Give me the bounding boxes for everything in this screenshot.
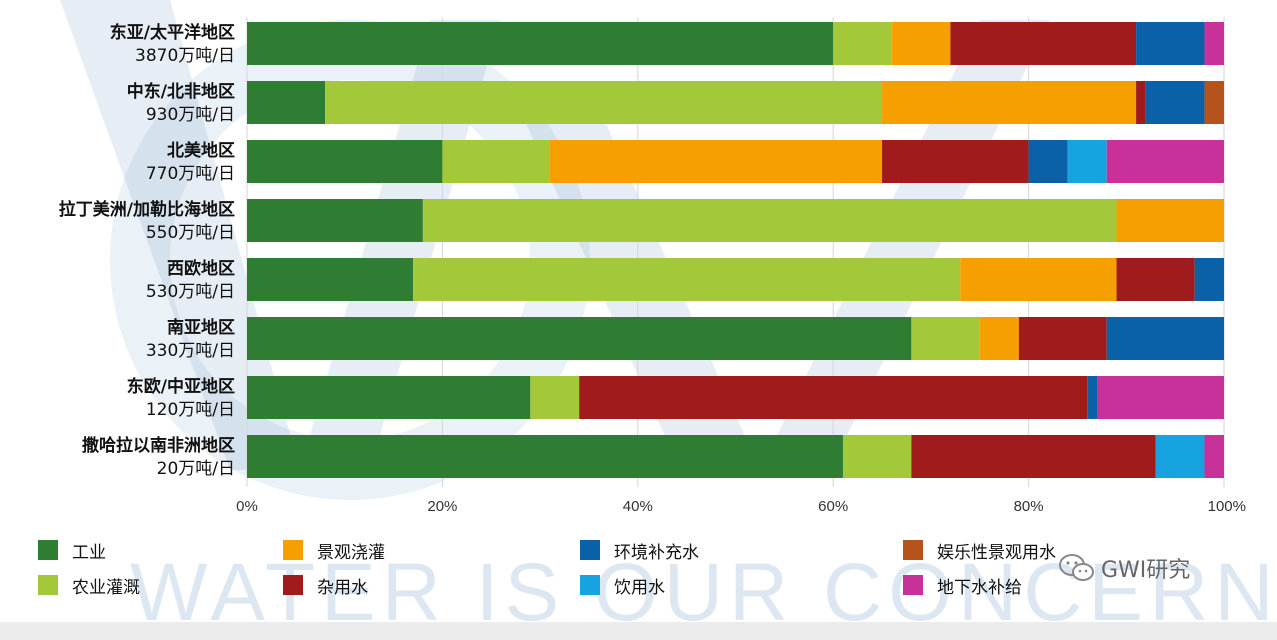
bar-segment-3-1 xyxy=(422,199,1117,242)
bar-segment-4-2 xyxy=(960,258,1117,301)
legend-item-4: 农业灌溉 xyxy=(38,572,140,598)
category-volume-1: 930万吨/日 xyxy=(146,105,235,125)
bar-segment-1-2 xyxy=(882,81,1137,124)
bar-segment-0-3 xyxy=(950,22,1137,65)
x-tick-label-1: 20% xyxy=(427,498,457,515)
legend-swatch xyxy=(580,540,600,560)
category-volume-3: 550万吨/日 xyxy=(146,223,235,243)
bar-segment-2-1 xyxy=(442,140,550,183)
bar-segment-7-7 xyxy=(1204,435,1224,478)
bar-segment-4-3 xyxy=(1116,258,1195,301)
x-axis-ticks: 0% 20% 40% 60% 80% 100% xyxy=(236,498,1246,515)
bar-segment-4-0 xyxy=(247,258,414,301)
legend-item-3: 娱乐性景观用水 xyxy=(903,537,1056,563)
category-name-3: 拉丁美洲/加勒比海地区 xyxy=(59,199,235,220)
bar-segment-1-6 xyxy=(1204,81,1224,124)
watermark-stroke-0 xyxy=(60,0,300,470)
x-tick-label-0: 0% xyxy=(236,498,258,515)
legend-label: 景观浇灌 xyxy=(317,542,385,563)
legend-swatch xyxy=(903,540,923,560)
bar-segment-0-7 xyxy=(1204,22,1224,65)
bars xyxy=(247,22,1224,478)
category-name-4: 西欧地区 xyxy=(167,258,235,279)
legend-swatch xyxy=(283,540,303,560)
legend-swatch xyxy=(283,575,303,595)
footer-strip xyxy=(0,622,1277,640)
bar-segment-5-3 xyxy=(1018,317,1107,360)
bar-segment-4-1 xyxy=(413,258,961,301)
x-tick-label-5: 100% xyxy=(1208,498,1246,515)
bar-segment-5-2 xyxy=(979,317,1019,360)
legend-label: 工业 xyxy=(72,542,106,563)
bar-segment-5-0 xyxy=(247,317,912,360)
category-name-2: 北美地区 xyxy=(167,140,235,161)
brand-name: GWI研究 xyxy=(1101,558,1191,583)
legend-item-0: 工业 xyxy=(38,537,106,563)
bar-segment-6-7 xyxy=(1096,376,1224,419)
brand-badge: GWI研究 xyxy=(1057,552,1190,584)
legend-item-5: 杂用水 xyxy=(283,572,368,598)
x-tick-label-4: 80% xyxy=(1014,498,1044,515)
bar-segment-2-2 xyxy=(549,140,883,183)
bar-segment-1-0 xyxy=(247,81,326,124)
bar-segment-2-0 xyxy=(247,140,443,183)
category-volume-6: 120万吨/日 xyxy=(146,400,235,420)
bar-segment-0-4 xyxy=(1136,22,1205,65)
legend-item-6: 饮用水 xyxy=(580,572,665,598)
wechat-icon xyxy=(1059,554,1094,581)
bar-segment-2-5 xyxy=(1067,140,1107,183)
bar-segment-3-0 xyxy=(247,199,423,242)
category-name-7: 撒哈拉以南非洲地区 xyxy=(82,435,235,456)
bar-segment-3-2 xyxy=(1116,199,1224,242)
bar-segment-1-1 xyxy=(325,81,883,124)
category-volume-0: 3870万吨/日 xyxy=(135,46,235,66)
legend-label: 娱乐性景观用水 xyxy=(937,542,1056,563)
bar-segment-2-7 xyxy=(1106,140,1224,183)
bar-segment-6-4 xyxy=(1087,376,1097,419)
legend-label: 杂用水 xyxy=(317,577,368,598)
legend-item-1: 景观浇灌 xyxy=(283,537,385,563)
legend-swatch xyxy=(38,540,58,560)
bar-segment-7-0 xyxy=(247,435,843,478)
x-tick-label-3: 60% xyxy=(818,498,848,515)
legend-swatch xyxy=(38,575,58,595)
legend-item-2: 环境补充水 xyxy=(580,537,699,563)
category-name-1: 中东/北非地区 xyxy=(127,81,235,102)
bar-segment-4-4 xyxy=(1194,258,1224,301)
bar-segment-0-0 xyxy=(247,22,834,65)
bar-segment-2-4 xyxy=(1028,140,1068,183)
legend-label: 农业灌溉 xyxy=(72,577,140,598)
legend-label: 环境补充水 xyxy=(614,542,699,563)
category-volume-7: 20万吨/日 xyxy=(157,459,235,479)
bar-segment-7-3 xyxy=(911,435,1156,478)
bar-segment-1-4 xyxy=(1145,81,1205,124)
bar-segment-5-1 xyxy=(911,317,980,360)
category-name-0: 东亚/太平洋地区 xyxy=(110,22,235,43)
category-name-6: 东欧/中亚地区 xyxy=(127,376,235,397)
legend-label: 饮用水 xyxy=(614,577,665,598)
bar-segment-6-0 xyxy=(247,376,531,419)
category-volume-2: 770万吨/日 xyxy=(146,164,235,184)
bar-segment-0-2 xyxy=(891,22,951,65)
x-tick-label-2: 40% xyxy=(623,498,653,515)
category-volume-4: 530万吨/日 xyxy=(146,282,235,302)
bar-segment-6-1 xyxy=(530,376,580,419)
legend-item-7: 地下水补给 xyxy=(903,572,1022,598)
category-name-5: 南亚地区 xyxy=(167,317,235,338)
legend-swatch xyxy=(903,575,923,595)
bar-segment-6-3 xyxy=(579,376,1088,419)
bar-segment-7-1 xyxy=(842,435,912,478)
legend-label: 地下水补给 xyxy=(937,577,1022,598)
bar-segment-7-5 xyxy=(1155,435,1205,478)
category-volume-5: 330万吨/日 xyxy=(146,341,235,361)
bar-segment-5-4 xyxy=(1106,317,1224,360)
bar-segment-2-3 xyxy=(882,140,1029,183)
legend-swatch xyxy=(580,575,600,595)
bar-segment-0-1 xyxy=(833,22,892,65)
bar-segment-1-3 xyxy=(1136,81,1146,124)
